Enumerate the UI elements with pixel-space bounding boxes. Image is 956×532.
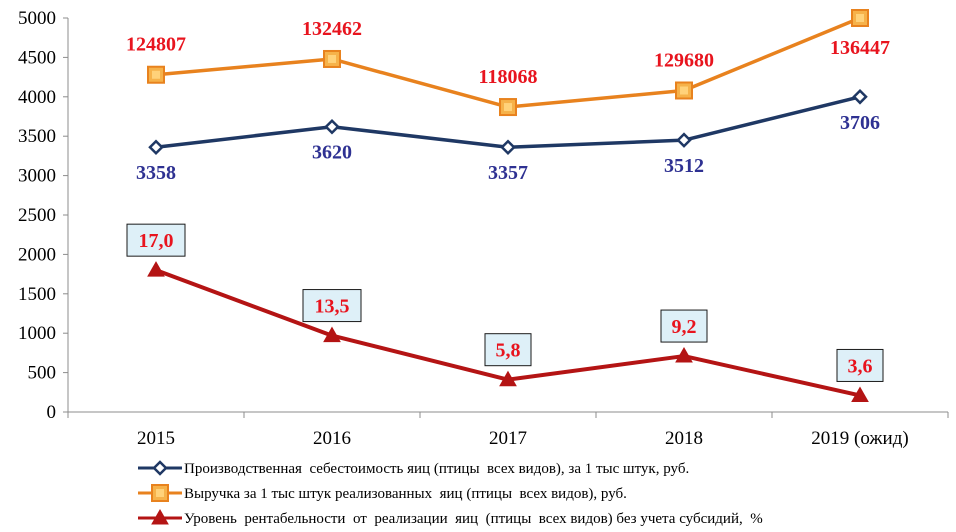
legend-marker: [151, 508, 169, 525]
y-tick-label: 0: [47, 402, 57, 423]
x-tick-label: 2018: [665, 428, 703, 449]
data-point-marker: [324, 118, 340, 135]
data-point-marker-core: [856, 14, 864, 22]
data-point-marker: [323, 49, 341, 68]
data-point-marker: [500, 139, 516, 155]
y-tick-label: 1500: [18, 284, 56, 305]
y-tick-label: 2500: [18, 205, 56, 226]
legend-marker: [152, 460, 168, 476]
y-tick-label: 500: [28, 363, 57, 384]
data-point-marker: [499, 98, 517, 117]
data-label: 3620: [312, 142, 352, 164]
x-tick-label: 2017: [489, 428, 527, 449]
y-tick-label: 3500: [18, 126, 56, 147]
data-point-marker-core: [504, 103, 512, 112]
x-tick-label: 2015: [137, 428, 175, 449]
legend-label: Производственная себестоимость яиц (птиц…: [184, 461, 689, 477]
x-tick-label: 2019 (ожид): [811, 428, 908, 449]
data-label-box: [126, 223, 186, 257]
series-1: 124807 132462 118068 129680 136447: [126, 9, 890, 117]
y-tick-label: 5000: [18, 8, 56, 29]
legend-label: Выручка за 1 тыс штук реализованных яиц …: [184, 486, 627, 502]
data-label-box: [484, 333, 532, 367]
data-point-marker: [323, 326, 341, 343]
data-label: 132462: [302, 18, 362, 40]
y-tick-label: 3000: [18, 166, 56, 187]
series-line: [155, 16, 861, 109]
data-point-marker: [852, 89, 868, 105]
data-point-marker: [676, 132, 692, 148]
legend: Производственная себестоимость яиц (птиц…: [138, 460, 763, 527]
data-label: 3512: [664, 155, 704, 177]
legend-marker: [151, 484, 169, 502]
data-label-box: [836, 348, 884, 382]
data-label: 129680: [654, 49, 714, 71]
data-point-marker-core: [328, 54, 336, 63]
data-point-marker: [499, 370, 517, 387]
data-label-box: [660, 309, 708, 343]
data-point-marker: [147, 65, 165, 84]
legend-item: Выручка за 1 тыс штук реализованных яиц …: [138, 484, 627, 502]
data-point-marker: [851, 386, 869, 402]
data-point-marker: [675, 81, 693, 100]
series-0: 3358 3620 3357 3512 3706: [136, 89, 880, 184]
data-label: 124807: [126, 34, 186, 56]
legend-label: Уровень рентабельности от реализации яиц…: [184, 511, 763, 527]
x-tick-label: 2016: [313, 428, 351, 449]
data-label: 3,6: [848, 355, 873, 377]
data-point-marker: [675, 347, 693, 363]
legend-marker-core: [156, 489, 164, 497]
y-tick-label: 4000: [18, 87, 56, 108]
data-label: 3706: [840, 112, 880, 134]
y-tick-label: 1000: [18, 323, 56, 344]
data-label: 13,5: [315, 296, 350, 318]
data-label: 3358: [136, 162, 176, 184]
data-point-marker-core: [152, 70, 160, 79]
data-label: 118068: [479, 66, 538, 88]
data-point-marker: [851, 9, 869, 27]
legend-item: Производственная себестоимость яиц (птиц…: [138, 460, 689, 477]
y-tick-label: 4500: [18, 47, 56, 68]
data-label: 5,8: [496, 340, 521, 362]
legend-item: Уровень рентабельности от реализации яиц…: [138, 508, 763, 527]
data-label: 9,2: [672, 316, 697, 338]
y-tick-label: 2000: [18, 244, 56, 265]
data-label: 3357: [488, 162, 528, 184]
data-point-marker: [148, 139, 164, 155]
data-label-box: [302, 289, 362, 323]
series-2: 17,0 13,5 5,8 9,2 3,6: [126, 223, 884, 402]
data-point-marker-core: [680, 86, 688, 95]
data-label: 17,0: [139, 230, 174, 252]
data-point-marker: [147, 261, 165, 277]
plot-area: 0 500 1000 1500 2000 2500 3000 3500 4000 4500 5000…: [18, 8, 949, 449]
data-label: 136447: [830, 37, 890, 59]
